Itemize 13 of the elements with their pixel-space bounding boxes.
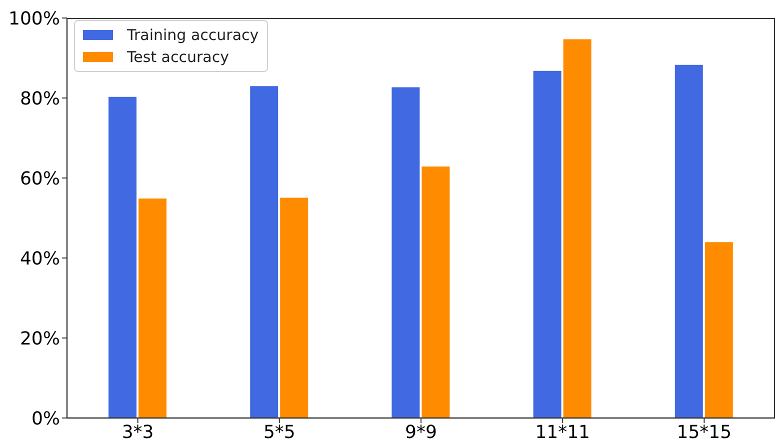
x-tick-label: 11*11: [535, 422, 590, 443]
legend-label: Training accuracy: [127, 26, 259, 44]
x-tick-label: 15*15: [676, 422, 732, 443]
y-tick-label: 80%: [20, 88, 60, 110]
x-tick-label: 3*3: [122, 422, 154, 443]
x-tick-label: 5*5: [263, 422, 296, 443]
legend-label: Test accuracy: [127, 48, 229, 66]
x-tick-label: 9*9: [405, 422, 437, 443]
y-tick-label: 60%: [20, 168, 60, 190]
y-tick-label: 40%: [20, 248, 60, 270]
y-tick-label: 100%: [8, 8, 60, 30]
y-tick-label: 0%: [31, 408, 60, 430]
y-tick-label: 20%: [20, 328, 60, 350]
